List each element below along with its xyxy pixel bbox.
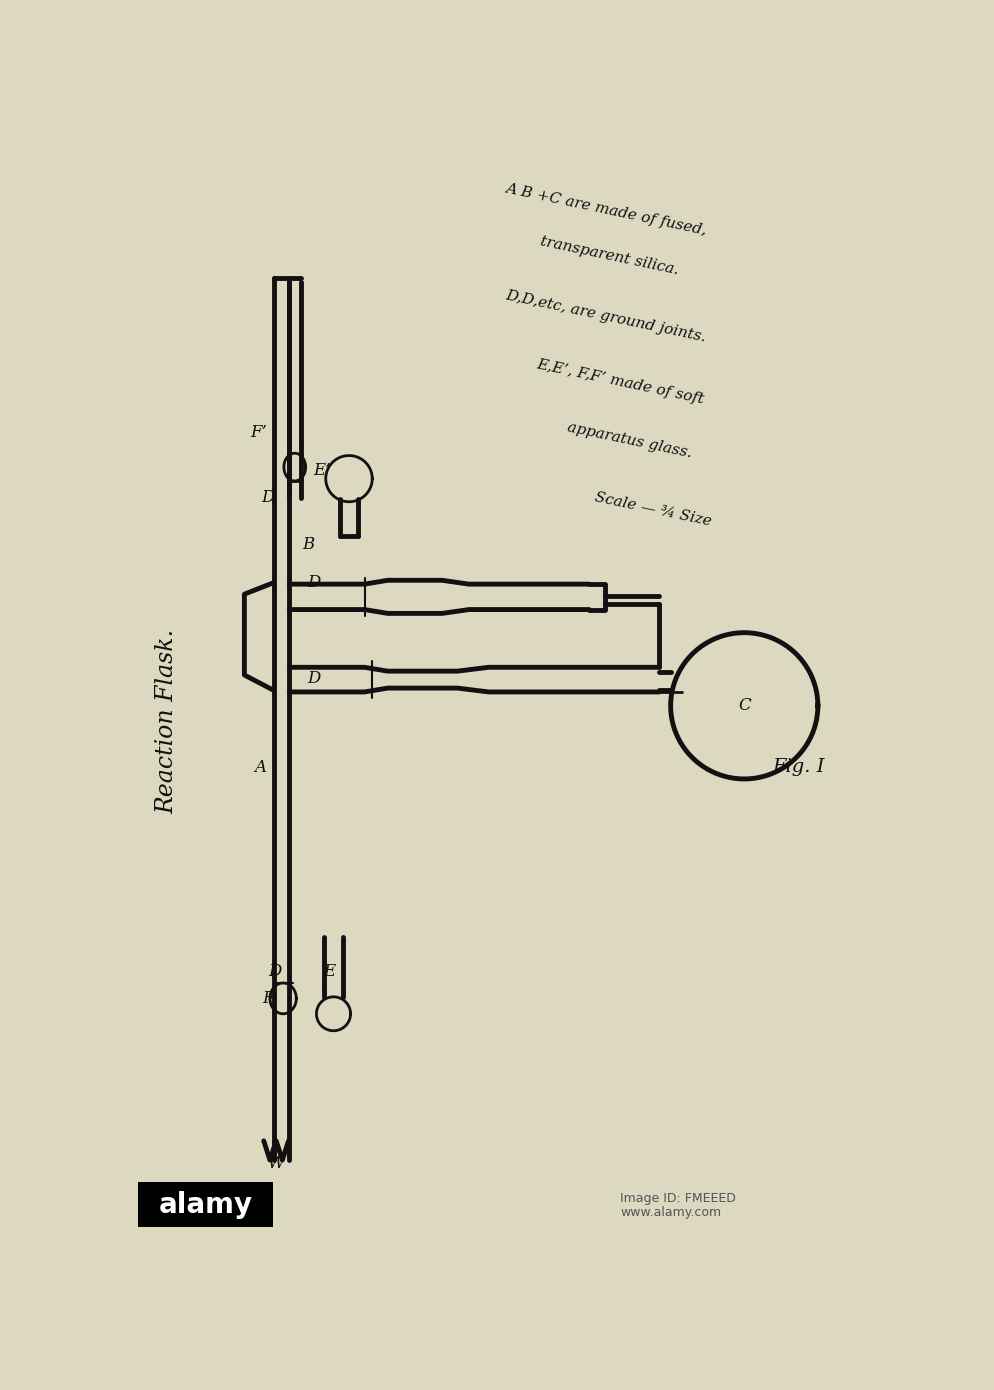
Text: www.alamy.com: www.alamy.com bbox=[620, 1207, 722, 1219]
Text: transparent silica.: transparent silica. bbox=[539, 234, 680, 277]
Text: F’: F’ bbox=[249, 424, 266, 441]
FancyBboxPatch shape bbox=[138, 1182, 273, 1227]
Text: apparatus glass.: apparatus glass. bbox=[566, 420, 694, 460]
Text: D: D bbox=[307, 670, 321, 687]
Text: Fig. I: Fig. I bbox=[772, 759, 825, 777]
Text: F: F bbox=[261, 990, 273, 1006]
Text: D: D bbox=[307, 574, 321, 591]
Text: E,E’, F,F’ made of soft: E,E’, F,F’ made of soft bbox=[535, 357, 705, 407]
Text: Reaction Flask.: Reaction Flask. bbox=[155, 628, 178, 813]
Text: E: E bbox=[324, 963, 336, 980]
Text: C: C bbox=[738, 698, 750, 714]
Text: B: B bbox=[302, 535, 315, 553]
Text: Image ID: FMEEED: Image ID: FMEEED bbox=[620, 1193, 737, 1205]
Text: D: D bbox=[261, 489, 274, 506]
Text: W: W bbox=[267, 1155, 284, 1172]
Text: A: A bbox=[253, 759, 265, 776]
Text: D: D bbox=[268, 963, 282, 980]
Text: E’: E’ bbox=[313, 463, 331, 480]
Text: A B +C are made of fused,: A B +C are made of fused, bbox=[504, 181, 708, 238]
Text: D,D,etc, are ground joints.: D,D,etc, are ground joints. bbox=[504, 289, 708, 345]
Text: Scale — ¾ Size: Scale — ¾ Size bbox=[593, 491, 713, 528]
Text: alamy: alamy bbox=[159, 1191, 252, 1219]
